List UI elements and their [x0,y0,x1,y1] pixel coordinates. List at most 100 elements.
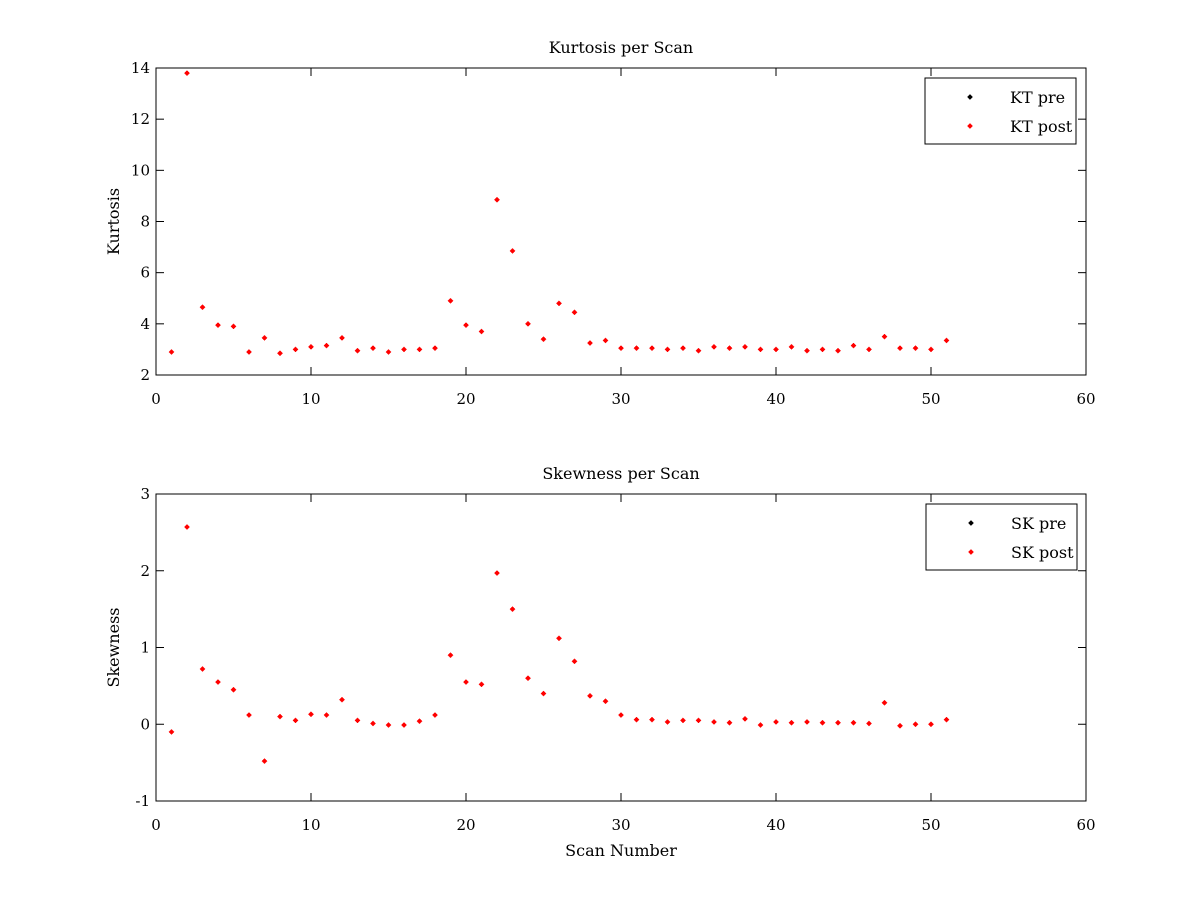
y-axis-label: Skewness [104,607,123,687]
y-tick-label: 1 [140,639,150,657]
data-point [463,679,469,685]
data-point [478,681,485,688]
data-point [912,721,919,728]
data-point [742,715,748,722]
data-point [401,722,407,728]
data-point [928,346,934,353]
data-point [695,717,702,724]
data-point [184,70,190,77]
y-tick-label: 0 [140,715,150,733]
legend-marker [968,520,974,526]
x-tick-label: 20 [456,816,475,834]
y-tick-label: 12 [131,110,150,128]
data-point [819,719,826,726]
data-point [292,717,299,724]
data-point [649,345,655,352]
data-point [602,337,609,344]
legend-marker [967,123,973,129]
data-point [928,721,934,728]
data-point [804,347,810,354]
data-point [711,343,717,350]
data-point [432,345,438,352]
data-point [664,718,671,725]
legend-label: SK post [1011,543,1074,562]
y-tick-label: -1 [135,792,150,810]
data-point [494,196,500,203]
data-point [416,346,423,353]
x-tick-label: 60 [1076,390,1095,408]
data-point [215,679,221,685]
data-point [277,713,283,720]
data-point [556,635,562,642]
data-point [587,692,593,699]
data-point [618,712,624,718]
data-point [463,322,469,329]
data-point [680,345,686,352]
data-point [323,712,330,718]
data-point [308,343,314,350]
data-point [199,666,206,672]
x-tick-label: 40 [766,390,785,408]
data-point [277,350,283,357]
data-point [339,334,345,341]
data-point [416,718,423,725]
data-point [385,349,392,355]
data-point [246,712,252,718]
data-point [308,711,314,718]
y-tick-label: 6 [140,264,150,282]
series-post [168,524,950,765]
data-point [540,336,547,343]
data-point [571,309,578,316]
x-tick-label: 30 [611,390,630,408]
data-point [680,717,686,724]
data-point [788,719,795,726]
data-point [354,347,361,354]
data-point [943,337,950,344]
data-point [757,722,764,728]
data-point [881,333,888,340]
data-point [447,297,454,304]
x-tick-label: 50 [921,816,940,834]
data-point [788,343,795,350]
data-point [246,349,252,355]
data-point [509,606,516,613]
x-tick-label: 50 [921,390,940,408]
series-post [168,70,950,357]
data-point [230,323,237,330]
legend-marker [967,94,973,100]
data-point [711,718,717,725]
x-tick-label: 60 [1076,816,1095,834]
data-point [804,718,810,725]
x-tick-label: 0 [151,390,161,408]
data-point [556,300,562,307]
data-point [773,718,779,725]
data-point [215,322,221,329]
data-point [602,698,609,705]
data-point [261,758,268,765]
data-point [230,686,237,693]
chart-title: Kurtosis per Scan [549,38,693,57]
data-point [370,720,376,727]
legend-box [925,503,1078,571]
data-point [385,722,392,728]
x-tick-label: 10 [301,816,320,834]
y-tick-label: 14 [131,59,150,77]
data-point [835,347,841,354]
data-point [897,722,903,729]
data-point [199,304,206,311]
data-point [633,345,640,352]
data-point [881,699,888,706]
data-point [494,570,500,577]
data-point [540,690,547,697]
legend-label: KT post [1010,117,1073,136]
data-point [835,719,841,726]
x-tick-label: 0 [151,816,161,834]
data-point [370,345,376,352]
data-point [866,720,872,727]
legend-label: KT pre [1010,88,1065,107]
kurtosis-panel: 0 10 20 30 40 50 60 2 4 6 8 10 12 14 Kurtosis per Scan… [104,38,1096,408]
data-point [525,320,531,327]
data-point [323,342,330,349]
legend: SK pre SK post [925,503,1078,571]
